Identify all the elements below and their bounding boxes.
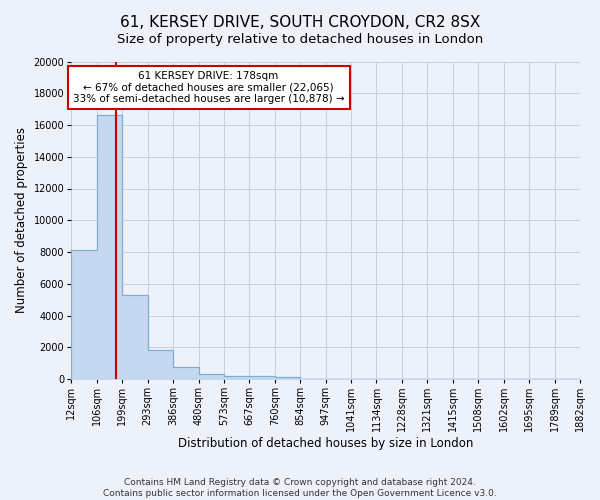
X-axis label: Distribution of detached houses by size in London: Distribution of detached houses by size …	[178, 437, 473, 450]
Text: 61, KERSEY DRIVE, SOUTH CROYDON, CR2 8SX: 61, KERSEY DRIVE, SOUTH CROYDON, CR2 8SX	[120, 15, 480, 30]
Y-axis label: Number of detached properties: Number of detached properties	[15, 127, 28, 313]
Text: Contains HM Land Registry data © Crown copyright and database right 2024.
Contai: Contains HM Land Registry data © Crown c…	[103, 478, 497, 498]
Text: Size of property relative to detached houses in London: Size of property relative to detached ho…	[117, 32, 483, 46]
Text: 61 KERSEY DRIVE: 178sqm
← 67% of detached houses are smaller (22,065)
33% of sem: 61 KERSEY DRIVE: 178sqm ← 67% of detache…	[73, 71, 344, 104]
